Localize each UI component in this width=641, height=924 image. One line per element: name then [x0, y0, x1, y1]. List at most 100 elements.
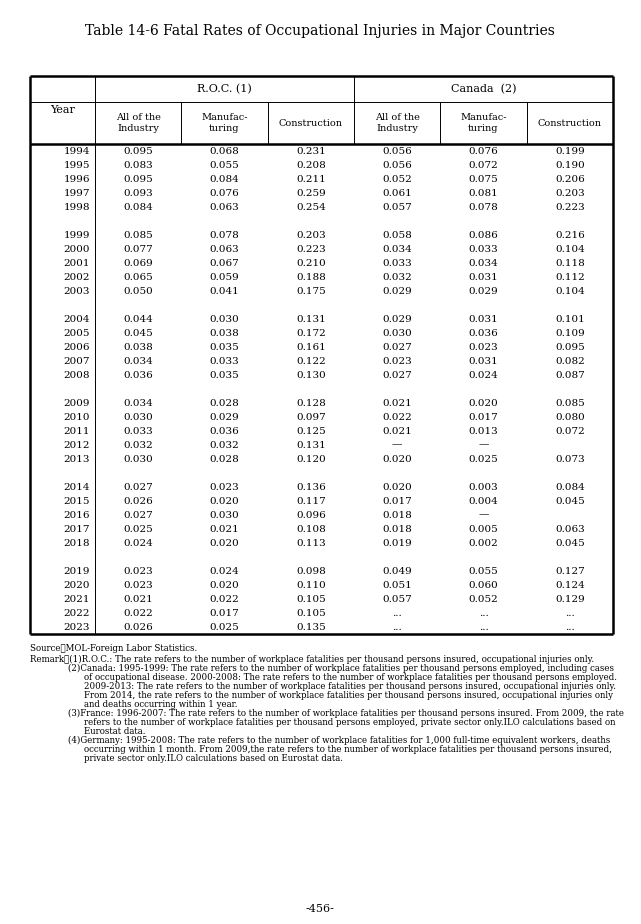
Text: 0.127: 0.127 [555, 566, 585, 576]
Text: 0.026: 0.026 [123, 496, 153, 505]
Text: 0.117: 0.117 [296, 496, 326, 505]
Text: 0.024: 0.024 [210, 566, 239, 576]
Text: ...: ... [479, 623, 488, 631]
Text: 0.056: 0.056 [382, 147, 412, 155]
Text: 2013: 2013 [63, 455, 90, 464]
Text: 0.060: 0.060 [469, 580, 498, 590]
Text: 0.098: 0.098 [296, 566, 326, 576]
Text: 0.203: 0.203 [296, 230, 326, 239]
Text: 0.093: 0.093 [123, 188, 153, 198]
Text: 0.124: 0.124 [555, 580, 585, 590]
Text: 0.057: 0.057 [382, 202, 412, 212]
Text: 0.020: 0.020 [210, 539, 239, 548]
Text: 0.188: 0.188 [296, 273, 326, 282]
Text: All of the
Industry: All of the Industry [116, 113, 161, 133]
Text: 0.034: 0.034 [123, 398, 153, 407]
Text: 0.080: 0.080 [555, 412, 585, 421]
Text: 0.029: 0.029 [382, 286, 412, 296]
Text: 0.018: 0.018 [382, 525, 412, 533]
Text: 0.095: 0.095 [123, 175, 153, 184]
Text: 0.002: 0.002 [469, 539, 498, 548]
Text: 0.020: 0.020 [382, 455, 412, 464]
Text: —: — [478, 510, 488, 519]
Text: 1994: 1994 [63, 147, 90, 155]
Text: 2012: 2012 [63, 441, 90, 449]
Text: 0.034: 0.034 [469, 259, 498, 268]
Text: 0.128: 0.128 [296, 398, 326, 407]
Text: 0.206: 0.206 [555, 175, 585, 184]
Text: 0.086: 0.086 [469, 230, 498, 239]
Text: 0.024: 0.024 [123, 539, 153, 548]
Text: 0.045: 0.045 [555, 496, 585, 505]
Text: 0.058: 0.058 [382, 230, 412, 239]
Text: 0.032: 0.032 [123, 441, 153, 449]
Text: 1998: 1998 [63, 202, 90, 212]
Text: Construction: Construction [538, 118, 602, 128]
Text: Source：MOL-Foreign Labor Statistics.: Source：MOL-Foreign Labor Statistics. [30, 644, 197, 653]
Text: —: — [478, 441, 488, 449]
Text: 0.044: 0.044 [123, 314, 153, 323]
Text: 0.027: 0.027 [123, 482, 153, 492]
Text: ...: ... [565, 609, 575, 617]
Text: 2022: 2022 [63, 609, 90, 617]
Text: 0.208: 0.208 [296, 161, 326, 169]
Text: occurring within 1 month. From 2009,the rate refers to the number of workplace f: occurring within 1 month. From 2009,the … [84, 745, 612, 754]
Text: 0.017: 0.017 [382, 496, 412, 505]
Text: 0.082: 0.082 [555, 357, 585, 366]
Text: 0.104: 0.104 [555, 286, 585, 296]
Text: 0.083: 0.083 [123, 161, 153, 169]
Text: 0.172: 0.172 [296, 329, 326, 337]
Text: 0.131: 0.131 [296, 314, 326, 323]
Text: 0.112: 0.112 [555, 273, 585, 282]
Text: 0.025: 0.025 [469, 455, 498, 464]
Text: 0.061: 0.061 [382, 188, 412, 198]
Text: 2011: 2011 [63, 427, 90, 435]
Text: ...: ... [479, 609, 488, 617]
Text: 0.023: 0.023 [210, 482, 239, 492]
Text: 0.017: 0.017 [210, 609, 239, 617]
Text: From 2014, the rate refers to the number of workplace fatalities per thousand pe: From 2014, the rate refers to the number… [84, 691, 613, 700]
Text: 0.019: 0.019 [382, 539, 412, 548]
Text: 2018: 2018 [63, 539, 90, 548]
Text: 2006: 2006 [63, 343, 90, 351]
Text: 0.078: 0.078 [469, 202, 498, 212]
Text: ...: ... [392, 609, 402, 617]
Text: 0.050: 0.050 [123, 286, 153, 296]
Text: 0.118: 0.118 [555, 259, 585, 268]
Text: Manufac-
turing: Manufac- turing [201, 113, 248, 133]
Text: 1997: 1997 [63, 188, 90, 198]
Text: 0.084: 0.084 [123, 202, 153, 212]
Text: 0.023: 0.023 [382, 357, 412, 366]
Text: 0.023: 0.023 [123, 566, 153, 576]
Text: 0.036: 0.036 [123, 371, 153, 380]
Text: 0.063: 0.063 [555, 525, 585, 533]
Text: 0.211: 0.211 [296, 175, 326, 184]
Text: 0.021: 0.021 [382, 427, 412, 435]
Text: 2019: 2019 [63, 566, 90, 576]
Text: 2023: 2023 [63, 623, 90, 631]
Text: 0.041: 0.041 [210, 286, 239, 296]
Text: 2010: 2010 [63, 412, 90, 421]
Text: 0.022: 0.022 [382, 412, 412, 421]
Text: 0.028: 0.028 [210, 455, 239, 464]
Text: 0.005: 0.005 [469, 525, 498, 533]
Text: 0.051: 0.051 [382, 580, 412, 590]
Text: 0.020: 0.020 [382, 482, 412, 492]
Text: 0.110: 0.110 [296, 580, 326, 590]
Text: 0.017: 0.017 [469, 412, 498, 421]
Text: 0.031: 0.031 [469, 357, 498, 366]
Text: 0.129: 0.129 [555, 594, 585, 603]
Text: ...: ... [392, 623, 402, 631]
Text: 0.026: 0.026 [123, 623, 153, 631]
Text: 0.049: 0.049 [382, 566, 412, 576]
Text: 0.068: 0.068 [210, 147, 239, 155]
Text: (2)Canada: 1995-1999: The rate refers to the number of workplace fatalities per : (2)Canada: 1995-1999: The rate refers to… [68, 664, 614, 673]
Text: 0.105: 0.105 [296, 609, 326, 617]
Text: 0.030: 0.030 [123, 455, 153, 464]
Text: 0.020: 0.020 [469, 398, 498, 407]
Text: 2008: 2008 [63, 371, 90, 380]
Text: 0.076: 0.076 [469, 147, 498, 155]
Text: 0.104: 0.104 [555, 245, 585, 253]
Text: 0.036: 0.036 [210, 427, 239, 435]
Text: 0.065: 0.065 [123, 273, 153, 282]
